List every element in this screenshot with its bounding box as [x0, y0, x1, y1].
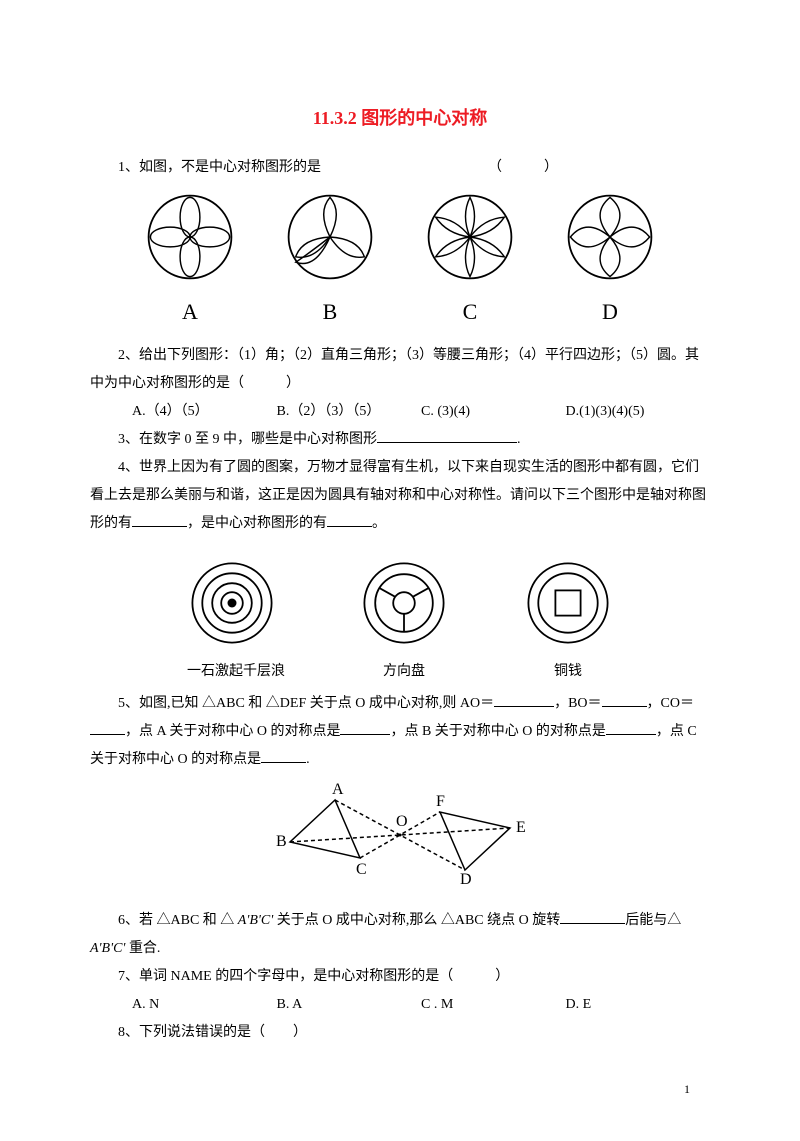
q4-end: 。 — [372, 516, 386, 531]
coin-icon — [523, 558, 613, 648]
ripple-icon — [187, 558, 277, 648]
triangle-symmetry-icon: A B C D E F O — [260, 780, 540, 890]
q4-text: 4、世界上因为有了圆的图案，万物才显得富有生机，以下来自现实生活的图形中都有圆，… — [90, 454, 710, 538]
q3-text: 3、在数字 0 至 9 中，哪些是中心对称图形. — [90, 426, 710, 454]
q5-figure: A B C D E F O — [90, 780, 710, 901]
q3-pre: 3、在数字 0 至 9 中，哪些是中心对称图形 — [118, 432, 377, 447]
q3-post: . — [517, 432, 521, 447]
q1-fig-b: B — [285, 192, 375, 334]
lbl-O: O — [396, 813, 408, 830]
q1-figures: A B — [120, 192, 680, 334]
q5-b5[interactable] — [606, 720, 656, 735]
q6-abc1: A'B'C' — [238, 913, 273, 928]
q1-text: 1、如图，不是中心对称图形的是 （ ） — [90, 154, 710, 182]
q1-label-a: A — [145, 290, 235, 334]
q1-label-c: C — [425, 290, 515, 334]
q2-opt-b: B.（2）（3）（5） — [277, 398, 422, 426]
q2-options: A.（4）（5） B.（2）（3）（5） C. (3)(4) D.(1)(3)(… — [90, 398, 710, 426]
q1-label-b: B — [285, 290, 375, 334]
steering-wheel-icon — [359, 558, 449, 648]
q4-cap-1: 方向盘 — [359, 656, 449, 684]
lbl-A: A — [332, 781, 344, 798]
q5-b4[interactable] — [340, 720, 390, 735]
lbl-C: C — [356, 861, 367, 878]
q1-body: 1、如图，不是中心对称图形的是 — [118, 160, 321, 175]
q4-cap-2: 铜钱 — [523, 656, 613, 684]
q4-mid: ，是中心对称图形的有 — [187, 516, 327, 531]
q1-fig-d: D — [565, 192, 655, 334]
q5-t1: 5、如图,已知 △ABC 和 △DEF 关于点 O 成中心对称,则 AO＝ — [118, 696, 494, 711]
q5-t3: ，CO＝ — [647, 696, 694, 711]
q5-b2[interactable] — [602, 692, 647, 707]
q1-paren: （ ） — [488, 160, 558, 175]
q5-text: 5、如图,已知 △ABC 和 △DEF 关于点 O 成中心对称,则 AO＝ ，BO… — [90, 690, 710, 774]
q4-blank2[interactable] — [327, 512, 372, 527]
q4-fig-wheel: 方向盘 — [359, 558, 449, 684]
q4-figures: 一石激起千层浪 方向盘 铜钱 — [150, 558, 650, 684]
page-number: 1 — [90, 1077, 710, 1101]
q3-blank[interactable] — [377, 428, 517, 443]
q2-text: 2、给出下列图形：（1）角；（2）直角三角形；（3）等腰三角形；（4）平行四边形… — [90, 342, 710, 398]
q1-label-d: D — [565, 290, 655, 334]
three-petal-icon — [285, 192, 375, 282]
q1-fig-c: C — [425, 192, 515, 334]
q6-t3: 后能与△ — [625, 913, 681, 928]
q2-opt-c: C. (3)(4) — [421, 398, 566, 426]
q2-opt-a: A.（4）（5） — [132, 398, 277, 426]
q7-opt-c: C . M — [421, 991, 566, 1019]
q5-b3[interactable] — [90, 720, 125, 735]
q7-opt-a: A. N — [132, 991, 277, 1019]
lbl-E: E — [516, 819, 526, 836]
q4-fig-coin: 铜钱 — [523, 558, 613, 684]
q5-t7: . — [306, 752, 310, 767]
q5-t4: ，点 A 关于对称中心 O 的对称点是 — [125, 724, 340, 739]
lbl-B: B — [276, 833, 287, 850]
q4-fig-ripple: 一石激起千层浪 — [187, 558, 285, 684]
doc-title: 11.3.2 图形的中心对称 — [90, 100, 710, 136]
q4-blank1[interactable] — [132, 512, 187, 527]
q6-text: 6、若 △ABC 和 △ A'B'C' 关于点 O 成中心对称,那么 △ABC … — [90, 907, 710, 963]
q5-t2: ，BO＝ — [554, 696, 601, 711]
q7-opt-b: B. A — [277, 991, 422, 1019]
lbl-F: F — [436, 793, 445, 810]
q6-t4: 重合. — [125, 941, 160, 956]
q5-b6[interactable] — [261, 748, 306, 763]
q4-cap-0: 一石激起千层浪 — [187, 656, 285, 684]
q7-options: A. N B. A C . M D. E — [90, 991, 710, 1019]
q6-t1: 6、若 △ABC 和 △ — [118, 913, 238, 928]
q6-abc2: A'B'C' — [90, 941, 125, 956]
six-petal-icon — [425, 192, 515, 282]
q6-blank[interactable] — [560, 909, 625, 924]
q7-opt-d: D. E — [566, 991, 711, 1019]
q8-text: 8、下列说法错误的是（ ） — [90, 1019, 710, 1047]
four-wide-petal-icon — [565, 192, 655, 282]
four-petal-icon — [145, 192, 235, 282]
q1-fig-a: A — [145, 192, 235, 334]
q5-t5: ，点 B 关于对称中心 O 的对称点是 — [390, 724, 605, 739]
q6-t2: 关于点 O 成中心对称,那么 △ABC 绕点 O 旋转 — [273, 913, 560, 928]
q5-b1[interactable] — [494, 692, 554, 707]
lbl-D: D — [460, 871, 472, 888]
q7-text: 7、单词 NAME 的四个字母中，是中心对称图形的是（ ） — [90, 963, 710, 991]
q2-opt-d: D.(1)(3)(4)(5) — [566, 398, 711, 426]
